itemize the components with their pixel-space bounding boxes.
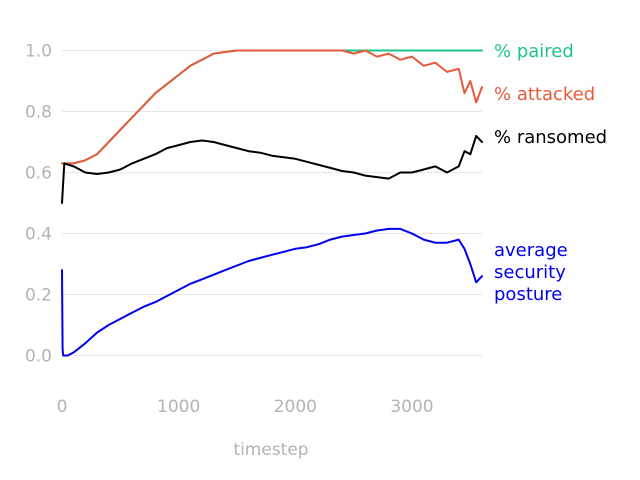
series-line-attacked xyxy=(61,49,483,165)
series-label: posture xyxy=(494,284,562,305)
y-tick-label: 0.6 xyxy=(25,164,52,184)
series-lines xyxy=(61,49,483,357)
y-tick-label: 0.2 xyxy=(25,286,52,306)
y-axis-ticks: 0.0 0.2 0.4 0.6 0.8 1.0 xyxy=(25,42,52,367)
x-axis-title: timestep xyxy=(233,440,308,460)
y-tick-label: 0.8 xyxy=(25,103,52,123)
grid xyxy=(62,50,482,356)
series-label: security xyxy=(494,262,566,283)
x-axis-ticks: 0 1000 2000 3000 xyxy=(57,397,434,417)
series-label: % paired xyxy=(494,41,574,62)
series-line-average-security-posture xyxy=(61,227,483,357)
series-line-paired xyxy=(61,49,483,165)
x-tick-label: 0 xyxy=(57,397,68,417)
series-label: % attacked xyxy=(494,84,595,105)
x-tick-label: 3000 xyxy=(390,397,433,417)
x-tick-label: 1000 xyxy=(157,397,200,417)
y-tick-label: 0.4 xyxy=(25,225,52,245)
y-tick-label: 0.0 xyxy=(25,347,52,367)
y-tick-label: 1.0 xyxy=(25,42,52,62)
x-tick-label: 2000 xyxy=(274,397,317,417)
series-label: average xyxy=(494,240,568,261)
series-label: % ransomed xyxy=(494,127,607,148)
series-line-ransomed xyxy=(61,134,483,204)
series-labels: % paired % attacked % ransomed averagesecur… xyxy=(494,41,607,305)
